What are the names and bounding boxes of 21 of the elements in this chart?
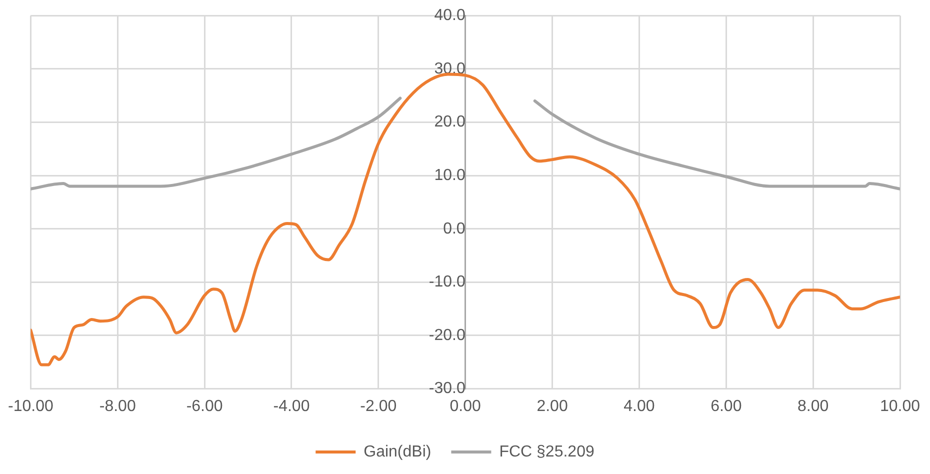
x-tick-label: 4.00	[624, 398, 655, 415]
x-tick-label: -2.00	[360, 398, 397, 415]
y-tick-label: 20.0	[434, 114, 466, 131]
x-tick-label: -6.00	[186, 398, 223, 415]
y-tick-label: 40.0	[434, 7, 466, 24]
legend-label: Gain(dBi)	[364, 443, 432, 460]
y-tick-label: 10.0	[434, 166, 466, 184]
x-tick-label: 2.00	[536, 398, 568, 415]
y-tick-label: -20.0	[428, 326, 466, 344]
x-tick-label: 6.00	[710, 398, 742, 415]
x-tick-label: 8.00	[798, 398, 829, 415]
line-series	[30, 72, 900, 366]
x-tick-label: -4.00	[273, 398, 310, 415]
x-tick-label: -10.00	[8, 398, 54, 415]
x-tick-label: 0.00	[450, 398, 482, 415]
y-tick-label: -30.0	[428, 380, 466, 398]
y-tick-label: -10.0	[428, 274, 466, 291]
legend-label: FCC §25.209	[499, 443, 594, 460]
x-tick-label: 10.00	[880, 398, 920, 415]
y-tick-label: 0.0	[443, 220, 466, 238]
x-tick-label: -8.00	[99, 398, 136, 415]
